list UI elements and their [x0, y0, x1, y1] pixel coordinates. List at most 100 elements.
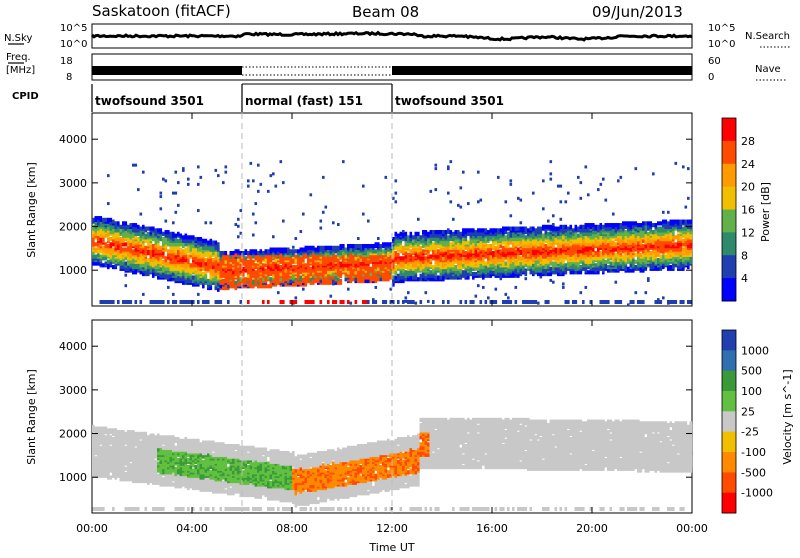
power-cell	[347, 244, 350, 248]
power-cell	[272, 247, 275, 251]
power-cell	[640, 300, 643, 304]
power-cell	[405, 300, 408, 303]
power-cell	[482, 286, 485, 289]
power-cell	[280, 265, 283, 269]
power-cell	[362, 244, 365, 248]
power-cell	[430, 254, 433, 258]
power-cell	[190, 235, 193, 239]
power-cell	[202, 272, 205, 276]
power-cell	[102, 246, 105, 250]
power-cell	[95, 216, 98, 220]
power-cell	[407, 253, 410, 257]
power-cell	[300, 230, 303, 233]
power-cell	[552, 223, 555, 226]
power-cell	[425, 256, 428, 260]
power-cell	[270, 247, 273, 251]
power-cell	[657, 227, 660, 231]
power-cell	[575, 300, 578, 304]
power-cell	[440, 230, 443, 234]
power-cell	[217, 242, 220, 246]
power-cell	[640, 223, 643, 227]
power-cell	[105, 261, 108, 265]
power-cell	[305, 246, 308, 250]
power-cell	[552, 214, 555, 217]
power-cell	[140, 300, 143, 304]
power-cell	[237, 218, 240, 221]
power-cell	[395, 200, 398, 203]
power-cell	[635, 253, 638, 257]
power-cell	[322, 246, 325, 250]
power-cell	[532, 192, 535, 195]
power-cell	[295, 237, 298, 240]
power-cell	[595, 263, 598, 267]
power-cell	[525, 300, 528, 304]
power-cell	[120, 237, 123, 241]
power-cell	[580, 197, 583, 200]
power-cell	[465, 300, 468, 304]
power-cell	[645, 291, 648, 294]
power-cell	[327, 246, 330, 250]
power-cell	[637, 223, 640, 227]
power-cell	[265, 249, 268, 253]
power-cell	[270, 174, 273, 177]
power-cell	[262, 263, 265, 267]
power-cell	[267, 300, 270, 304]
nsearch-label: N.Search	[745, 31, 790, 42]
power-cell	[202, 239, 205, 243]
power-cell	[545, 225, 548, 229]
power-cell	[615, 242, 618, 246]
power-cell	[485, 261, 488, 265]
power-cell	[580, 265, 583, 269]
power-cell	[300, 275, 303, 279]
power-cell	[565, 225, 568, 229]
power-cell	[335, 254, 338, 258]
power-cell	[350, 244, 353, 248]
power-cell	[272, 172, 275, 175]
power-cell	[395, 192, 398, 195]
power-cell	[260, 183, 263, 186]
power-cell	[582, 300, 585, 304]
power-cell	[615, 253, 618, 257]
power-cell	[515, 227, 518, 231]
power-cell	[267, 249, 270, 253]
power-cell	[595, 225, 598, 229]
power-cell	[420, 235, 423, 239]
power-cell	[642, 300, 645, 304]
power-cell	[590, 223, 593, 227]
power-cell	[182, 300, 185, 304]
power-cell	[460, 206, 463, 209]
power-cell	[200, 237, 203, 241]
power-cell	[435, 188, 438, 191]
power-cell	[145, 227, 148, 231]
power-cell	[95, 254, 98, 258]
power-cell	[185, 234, 188, 238]
power-cell	[172, 232, 175, 236]
power-cell	[490, 228, 493, 232]
power-cell	[375, 249, 378, 253]
power-cell	[557, 227, 560, 231]
power-cell	[137, 225, 140, 229]
power-cell	[375, 286, 378, 289]
power-cell	[197, 183, 200, 186]
power-cell	[542, 234, 545, 238]
power-cell	[250, 162, 253, 165]
power-cell	[185, 300, 188, 304]
power-cell	[520, 199, 523, 202]
power-cell	[295, 300, 298, 304]
power-cell	[260, 249, 263, 253]
power-cell	[165, 179, 168, 182]
power-cell	[627, 303, 630, 306]
power-cell	[617, 223, 620, 227]
power-cell	[477, 171, 480, 174]
power-cell	[490, 244, 493, 248]
power-cell	[102, 263, 105, 267]
power-cell	[307, 300, 310, 304]
power-cell	[302, 288, 305, 291]
power-cell	[655, 300, 658, 304]
power-cell	[385, 242, 388, 246]
power-cell	[520, 221, 523, 224]
power-cell	[340, 244, 343, 248]
power-cell	[295, 254, 298, 258]
